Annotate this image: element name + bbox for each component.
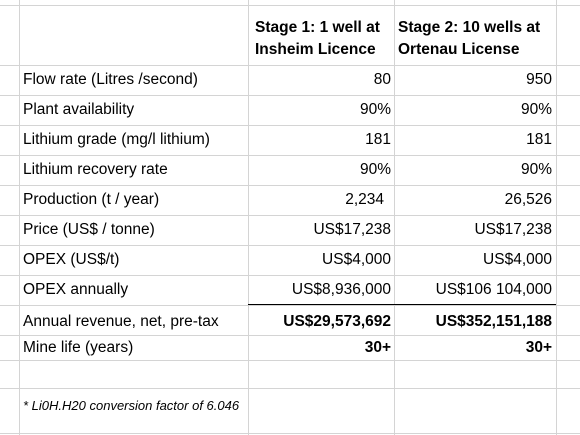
stage2-value: 90% — [520, 161, 552, 178]
stage1-value: 30+ — [364, 339, 391, 356]
grid-column-line — [19, 0, 20, 435]
stage1-value: 80 — [373, 71, 391, 88]
grid-row-line — [0, 245, 580, 246]
stage2-header-line1: Stage 2: 10 wells at — [398, 19, 541, 36]
row-label: Flow rate (Litres /second) — [23, 71, 198, 88]
grid-row-line — [0, 433, 580, 434]
row-label: Mine life (years) — [23, 339, 134, 356]
total-rule — [248, 304, 556, 305]
row-label: Plant availability — [23, 101, 135, 118]
stage2-header: Stage 2: 10 wells at Ortenau License — [398, 17, 540, 61]
stage2-value: 90% — [520, 101, 552, 118]
grid-row-line — [0, 95, 580, 96]
grid-row-line — [0, 275, 580, 276]
stage1-value: US$17,238 — [313, 221, 391, 238]
stage2-value: US$352,151,188 — [435, 313, 552, 330]
stage2-value: US$106 104,000 — [435, 281, 552, 298]
stage1-value: 90% — [359, 101, 391, 118]
grid-row-line — [0, 125, 580, 126]
grid-column-line — [248, 0, 249, 435]
stage2-value: 30+ — [525, 339, 552, 356]
grid-row-line — [0, 360, 580, 361]
stage1-value: 181 — [365, 131, 391, 148]
stage1-value: US$4,000 — [322, 251, 391, 268]
grid-row-line — [0, 65, 580, 66]
stage1-value: US$29,573,692 — [283, 313, 391, 330]
stage1-value: 2,234 — [345, 191, 384, 208]
grid-row-line — [0, 155, 580, 156]
row-label: Price (US$ / tonne) — [23, 221, 155, 238]
stage1-header-line1: Stage 1: 1 well at — [255, 19, 380, 36]
stage2-value: US$17,238 — [474, 221, 552, 238]
grid-row-line — [0, 388, 580, 389]
row-label: Production (t / year) — [23, 191, 160, 208]
row-label: Lithium recovery rate — [23, 161, 168, 178]
stage1-header-line2: Insheim Licence — [255, 41, 376, 58]
stage1-value: US$8,936,000 — [291, 281, 391, 298]
row-label: Annual revenue, net, pre-tax — [23, 313, 219, 330]
stage2-value: US$4,000 — [483, 251, 552, 268]
grid-row-line — [0, 305, 580, 306]
stage2-header-line2: Ortenau License — [398, 41, 520, 58]
grid-row-line — [0, 185, 580, 186]
stage2-value: 181 — [526, 131, 552, 148]
grid-column-line — [394, 0, 395, 435]
grid-row-line — [0, 335, 580, 336]
stage2-value: 26,526 — [504, 191, 552, 208]
stage2-value: 950 — [526, 71, 552, 88]
stage1-value: 90% — [359, 161, 391, 178]
row-label: OPEX (US$/t) — [23, 251, 120, 268]
grid-row-line — [0, 215, 580, 216]
grid-row-line — [0, 5, 580, 6]
row-label: OPEX annually — [23, 281, 129, 298]
grid-column-line — [556, 0, 557, 435]
footnote: * Li0H.H20 conversion factor of 6.046 — [23, 398, 240, 413]
row-label: Lithium grade (mg/l lithium) — [23, 131, 210, 148]
stage1-header: Stage 1: 1 well at Insheim Licence — [255, 17, 380, 61]
